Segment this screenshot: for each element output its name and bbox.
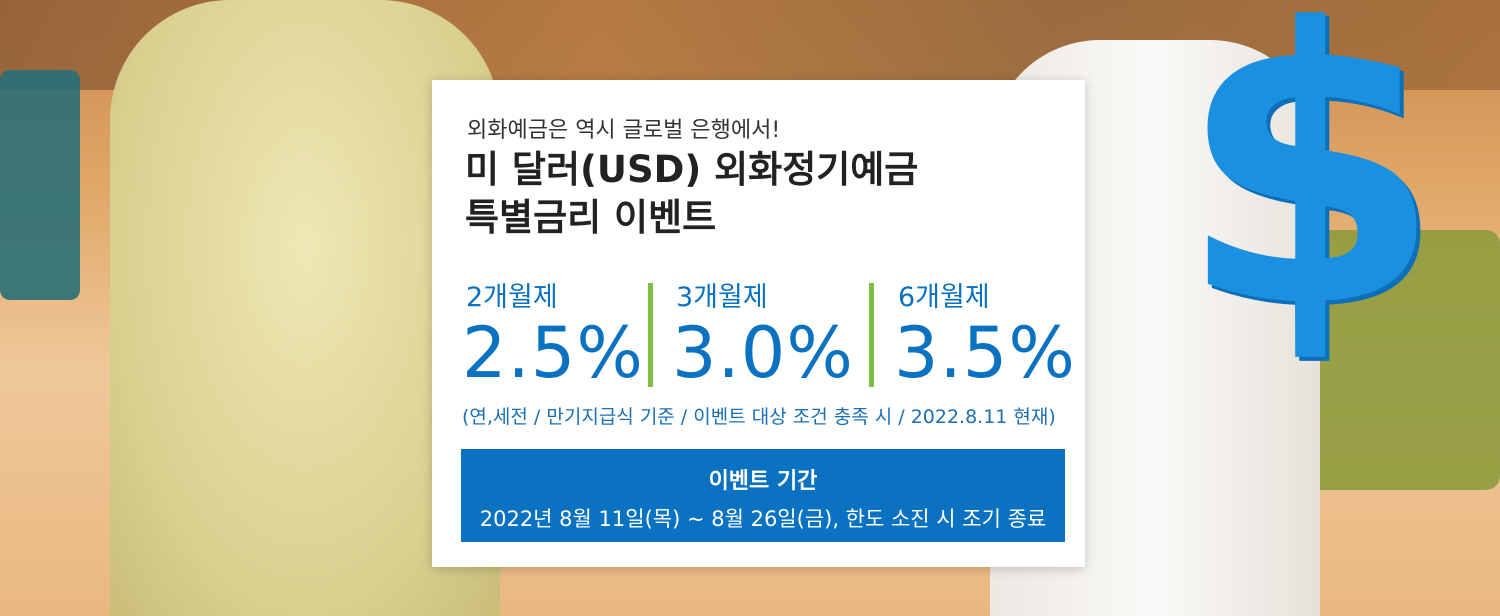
promo-card: 외화예금은 역시 글로벌 은행에서! 미 달러(USD) 외화정기예금 특별금리… [432, 80, 1085, 567]
rate-3-month: 3개월제 3.0% [672, 275, 854, 392]
dollar-sign-prop: $ [1177, 0, 1443, 391]
rate-6-month: 6개월제 3.5% [894, 275, 1076, 392]
promo-title: 미 달러(USD) 외화정기예금 특별금리 이벤트 [465, 146, 918, 242]
rate-value: 2.5% [462, 312, 644, 394]
event-period-heading: 이벤트 기간 [708, 469, 818, 494]
rate-value: 3.5% [894, 312, 1076, 394]
divider [869, 283, 874, 387]
rate-term: 6개월제 [898, 282, 990, 313]
rate-term: 2개월제 [466, 282, 558, 313]
rate-value: 3.0% [672, 312, 854, 394]
event-period-box: 이벤트 기간 2022년 8월 11일(목) ~ 8월 26일(금), 한도 소… [461, 449, 1065, 542]
rate-conditions-note: (연,세전 / 만기지급식 기준 / 이벤트 대상 조건 충족 시 / 2022… [462, 406, 1056, 428]
promo-subtitle: 외화예금은 역시 글로벌 은행에서! [467, 118, 781, 143]
rate-2-month: 2개월제 2.5% [462, 275, 644, 392]
title-line-1: 미 달러(USD) 외화정기예금 [465, 148, 919, 191]
event-period-text: 2022년 8월 11일(목) ~ 8월 26일(금), 한도 소진 시 조기 … [479, 507, 1047, 531]
title-line-2: 특별금리 이벤트 [465, 196, 717, 239]
background-chair [0, 70, 80, 300]
divider [648, 283, 653, 387]
rate-term: 3개월제 [676, 282, 768, 313]
